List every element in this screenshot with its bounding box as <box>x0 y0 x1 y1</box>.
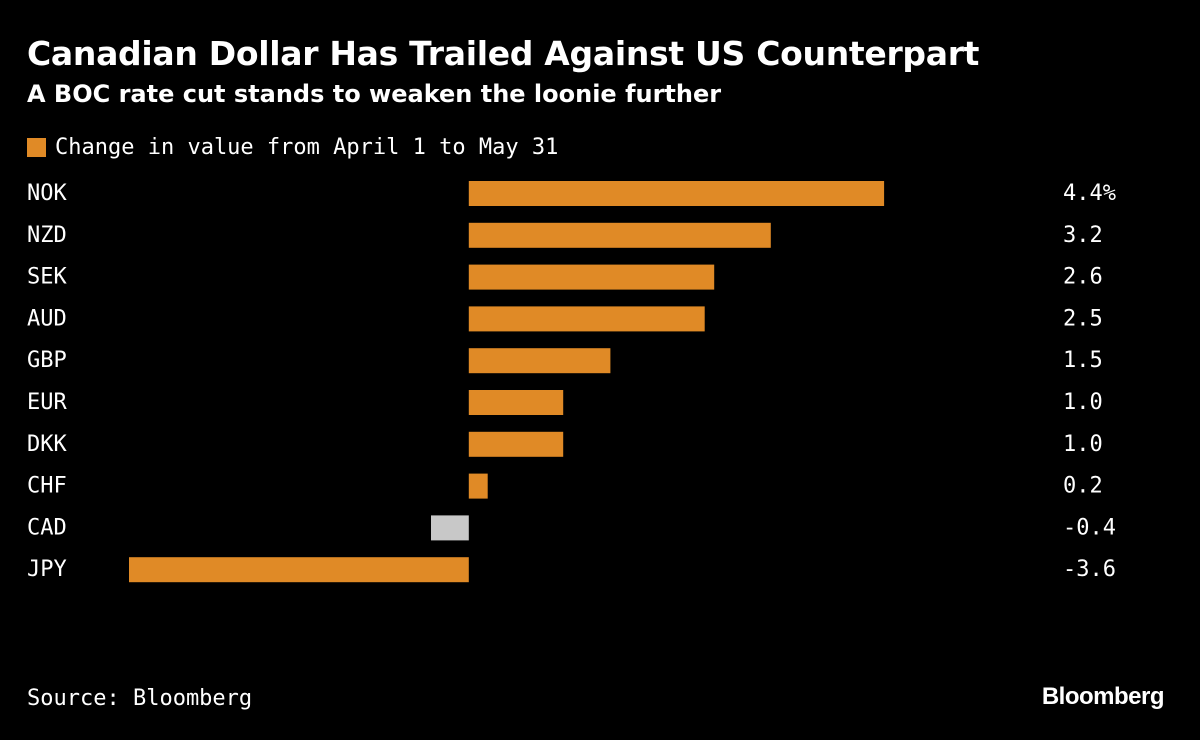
category-label-eur: EUR <box>27 390 67 415</box>
category-label-chf: CHF <box>27 474 67 499</box>
value-label-jpy: -3.6 <box>1063 557 1116 582</box>
value-label-nok: 4.4% <box>1063 181 1116 206</box>
bar-sek <box>468 264 715 290</box>
bar-dkk <box>468 431 564 457</box>
category-label-gbp: GBP <box>27 348 67 373</box>
value-label-gbp: 1.5 <box>1063 348 1103 373</box>
bar-chf <box>468 473 488 499</box>
bar-nzd <box>468 222 771 248</box>
value-label-dkk: 1.0 <box>1063 432 1103 457</box>
legend-swatch <box>27 137 46 157</box>
value-label-nzd: 3.2 <box>1063 223 1103 248</box>
bar-eur <box>468 390 564 415</box>
bar-aud <box>468 306 705 332</box>
legend-label: Change in value from April 1 to May 31 <box>55 134 559 160</box>
chart-title: Canadian Dollar Has Trailed Against US C… <box>27 34 980 73</box>
category-label-sek: SEK <box>27 265 67 290</box>
value-label-cad: -0.4 <box>1063 515 1116 540</box>
category-label-aud: AUD <box>27 306 67 331</box>
legend: Change in value from April 1 to May 31 <box>27 132 558 162</box>
bar-jpy <box>129 557 469 583</box>
category-label-nok: NOK <box>27 181 67 206</box>
value-label-chf: 0.2 <box>1063 474 1103 499</box>
bar-gbp <box>468 348 611 374</box>
value-label-aud: 2.5 <box>1063 306 1103 331</box>
category-label-cad: CAD <box>27 515 67 540</box>
category-label-jpy: JPY <box>27 557 67 582</box>
source-note: Source: Bloomberg <box>27 686 253 711</box>
category-label-dkk: DKK <box>27 432 67 457</box>
value-label-eur: 1.0 <box>1063 390 1103 415</box>
chart-subtitle: A BOC rate cut stands to weaken the loon… <box>27 80 722 108</box>
bloomberg-logo: Bloomberg <box>1041 683 1165 710</box>
bar-nok <box>468 181 885 206</box>
category-label-nzd: NZD <box>27 223 67 248</box>
value-label-sek: 2.6 <box>1063 265 1103 290</box>
bar-cad <box>431 515 469 541</box>
